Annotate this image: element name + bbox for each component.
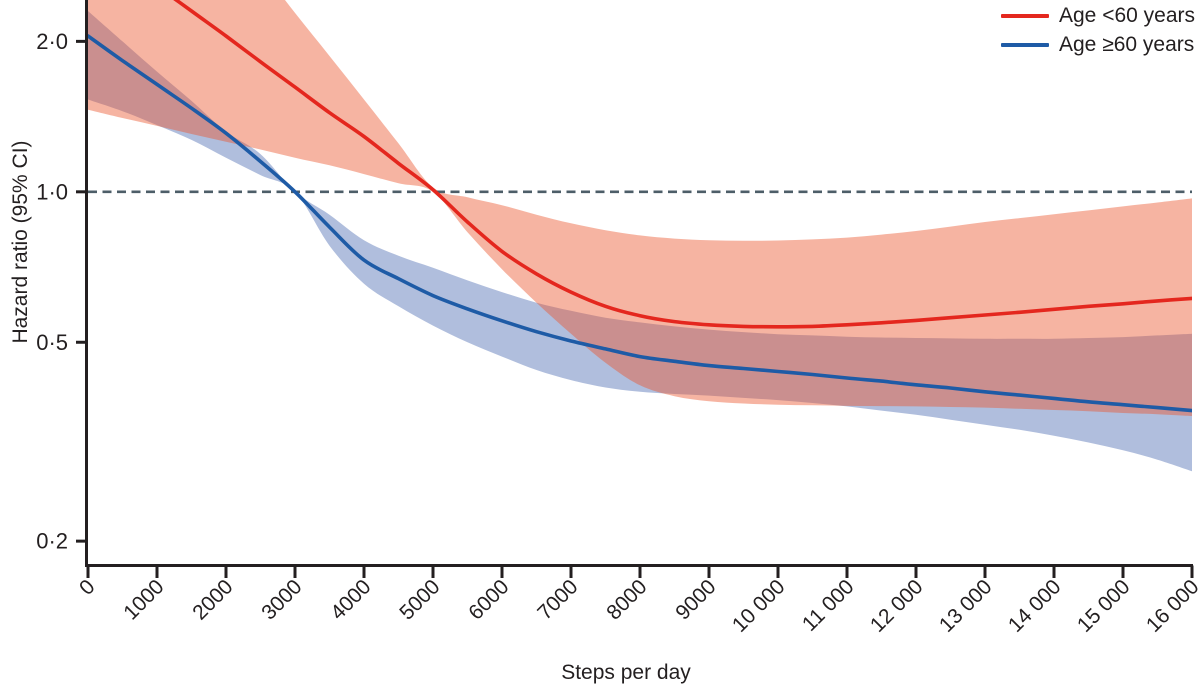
hr-line-age-ge60 <box>88 34 1192 413</box>
y-tick-label: 0·5 <box>36 330 68 355</box>
y-axis-title: Hazard ratio (95% CI) <box>9 140 32 344</box>
x-tick-label: 0 <box>75 575 100 600</box>
x-tick-label: 3000 <box>257 575 306 624</box>
x-tick-label: 2000 <box>188 575 237 624</box>
legend-row-age-ge60: Age ≥60 years <box>1001 30 1195 59</box>
legend-row-age-lt60: Age <60 years <box>1001 1 1195 30</box>
ci-band-age-ge60 <box>88 11 1192 472</box>
x-tick-label: 15 000 <box>1073 575 1135 637</box>
legend-label-age-ge60: Age ≥60 years <box>1059 33 1195 56</box>
ci-band-age-lt60 <box>88 0 1192 416</box>
x-tick-label: 7000 <box>533 575 582 624</box>
x-tick-label: 9000 <box>671 575 720 624</box>
y-tick-label: 0·2 <box>36 529 68 554</box>
x-tick-label: 14 000 <box>1004 575 1066 637</box>
x-tick-label: 10 000 <box>728 575 790 637</box>
x-tick-label: 13 000 <box>935 575 997 637</box>
x-tick-label: 1000 <box>119 575 168 624</box>
legend-line-swatch-blue <box>1001 42 1049 47</box>
y-tick-label: 1·0 <box>36 179 68 204</box>
x-tick-label: 6000 <box>464 575 513 624</box>
legend-line-swatch-red <box>1001 13 1049 18</box>
x-tick-label: 8000 <box>602 575 651 624</box>
y-tick-label: 2·0 <box>36 29 68 54</box>
x-tick-label: 5000 <box>395 575 444 624</box>
x-tick-label: 16 000 <box>1142 575 1200 637</box>
plot-area <box>88 0 1192 472</box>
x-axis-title: Steps per day <box>561 661 691 684</box>
x-tick-label: 4000 <box>326 575 375 624</box>
x-tick-label: 11 000 <box>798 575 859 636</box>
x-tick-label: 12 000 <box>866 575 928 637</box>
legend: Age <60 years Age ≥60 years <box>1001 1 1195 59</box>
hr-line-age-lt60 <box>173 0 1192 329</box>
legend-label-age-lt60: Age <60 years <box>1059 4 1196 27</box>
